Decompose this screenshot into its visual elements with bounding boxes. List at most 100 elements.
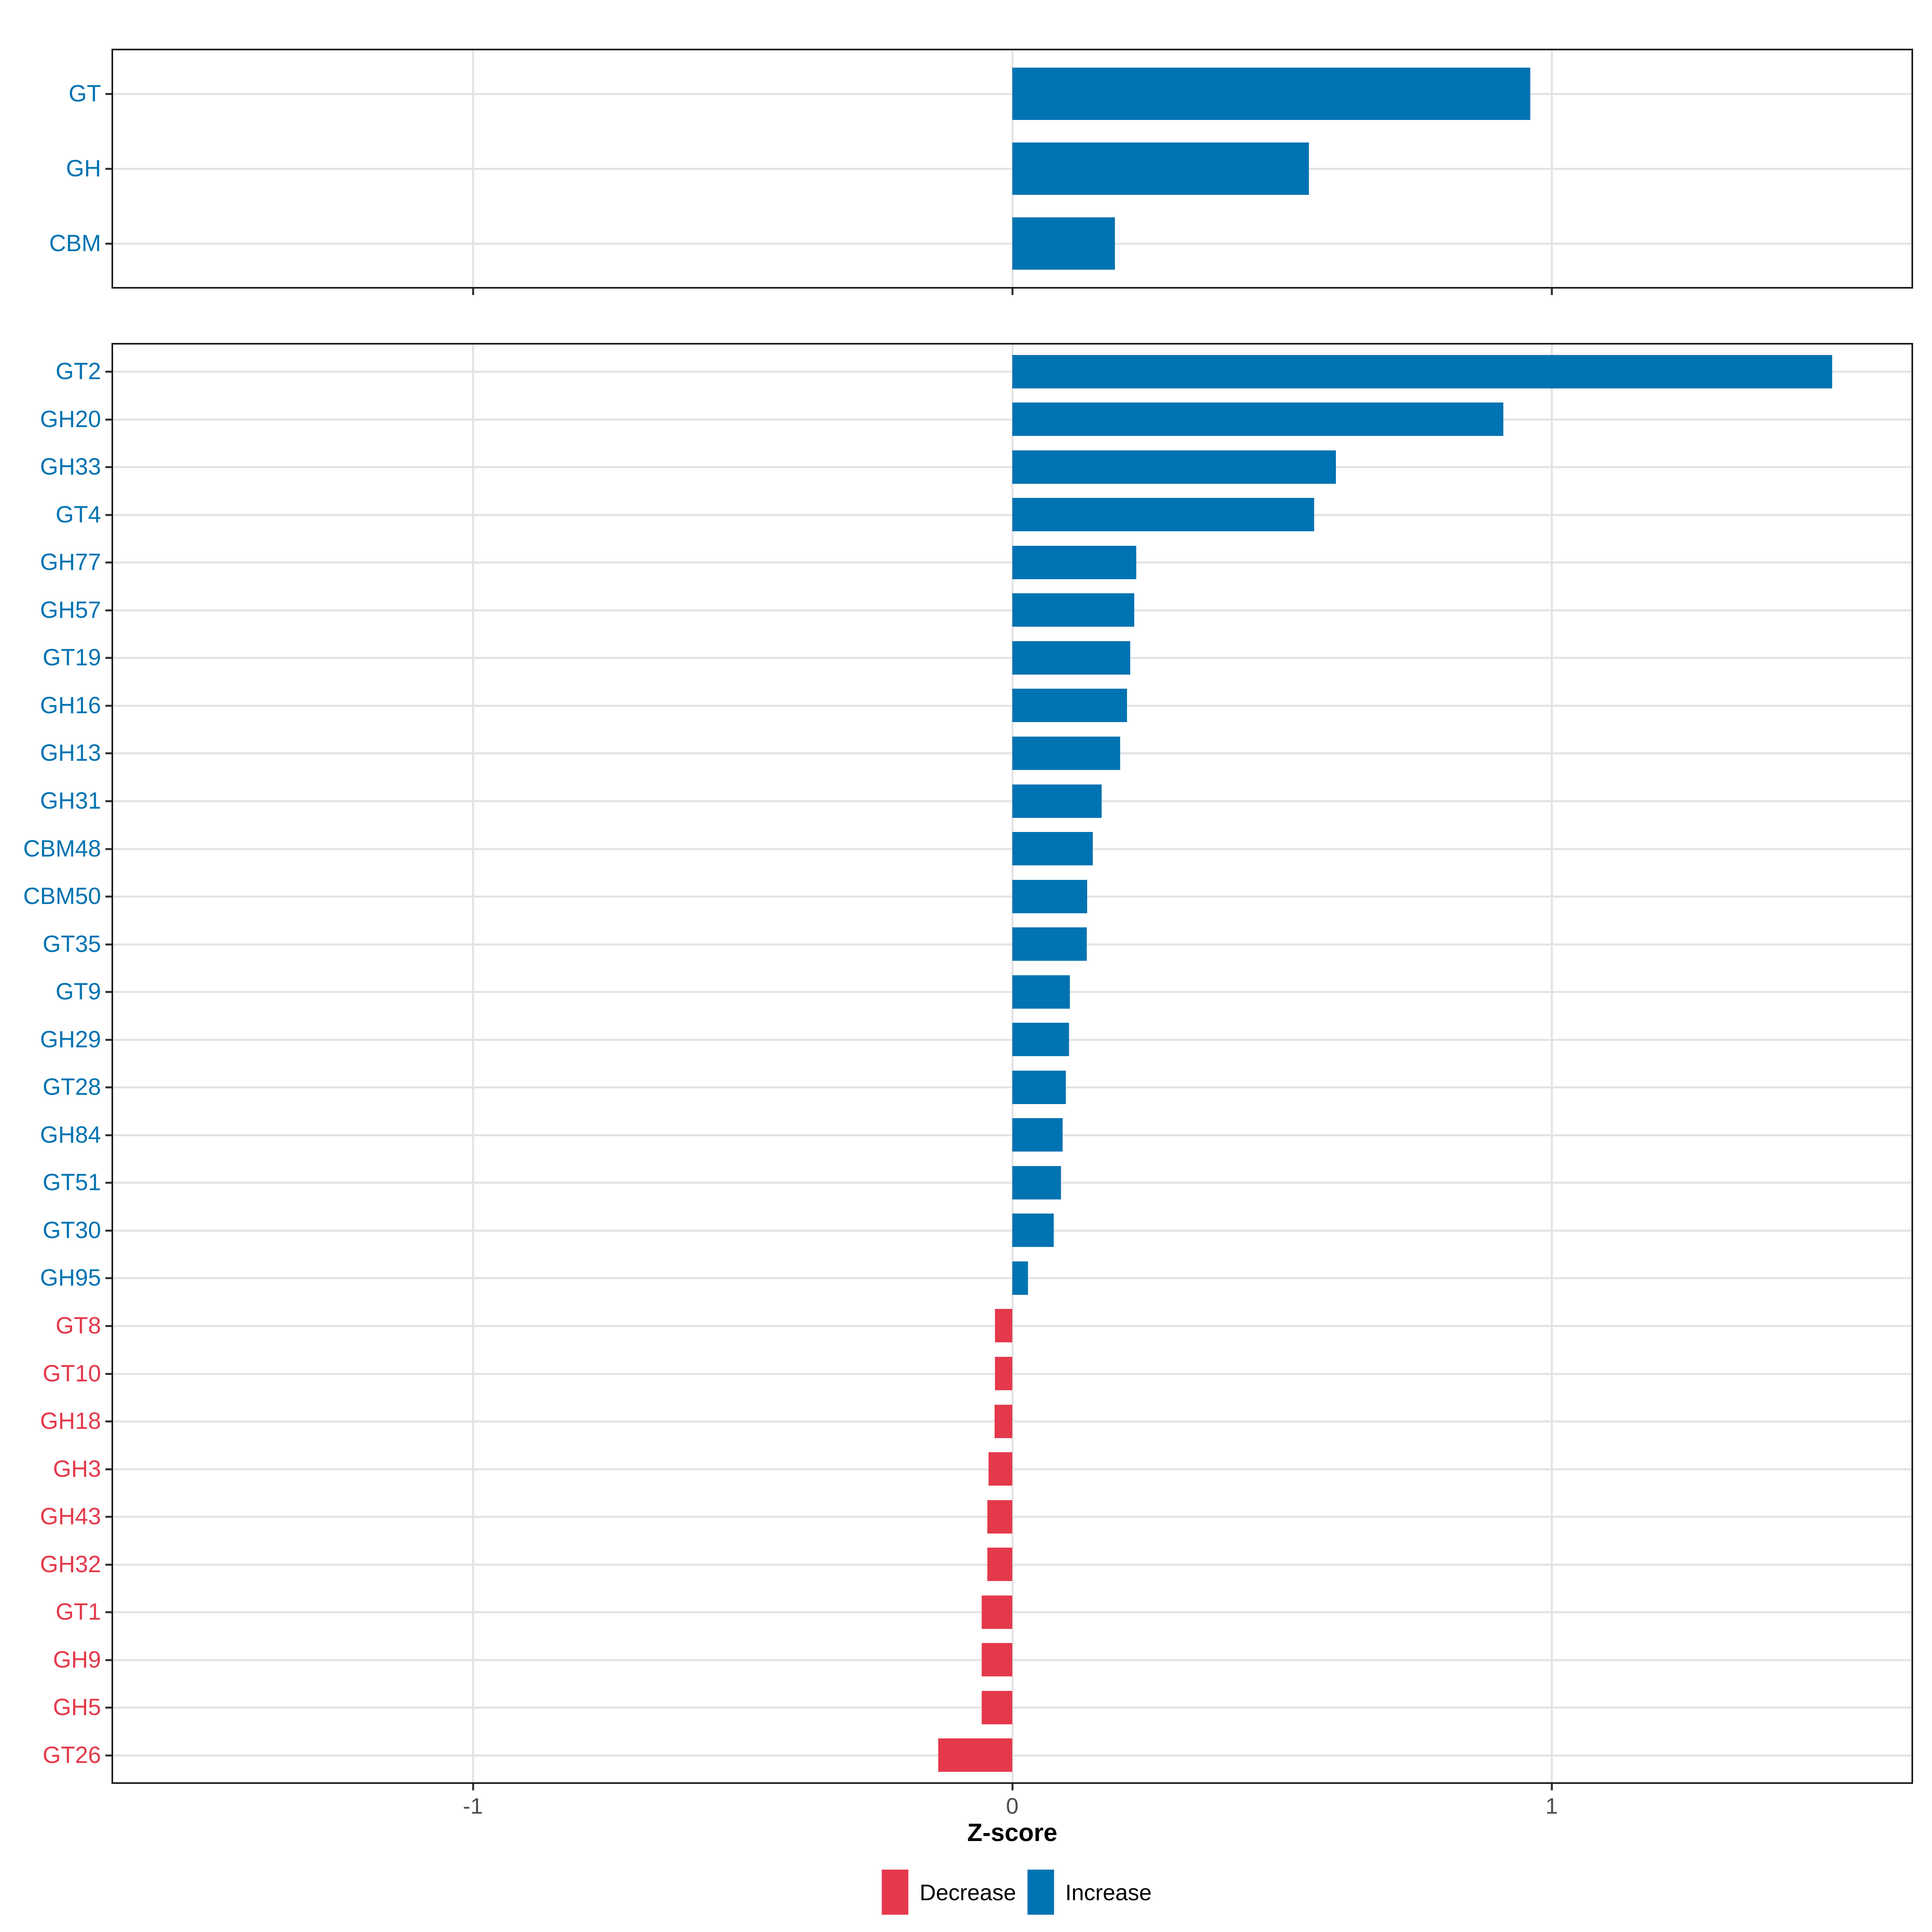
row-label-GH5: GH5 [53,1694,101,1721]
y-axis-tick [105,1229,111,1232]
bar-GH13 [1012,737,1121,770]
row-label-GH20: GH20 [40,406,101,432]
bar-GT28 [1012,1071,1066,1104]
row-label-GH13: GH13 [40,740,101,766]
x-axis-tick [1551,1784,1553,1790]
row-label-GT19: GT19 [42,644,101,671]
x-axis-title: Z-score [967,1819,1057,1847]
bar-GT35 [1012,927,1087,961]
y-axis-tick [105,848,111,850]
row-label-GT: GT [68,80,101,107]
y-axis-tick [105,943,111,945]
y-axis-tick [105,93,111,95]
y-axis-tick [105,243,111,245]
bar-GH57 [1012,593,1134,627]
y-axis-tick [105,1038,111,1041]
bar-GT26 [938,1738,1012,1772]
bar-CBM [1012,217,1115,270]
y-axis-tick [105,1420,111,1423]
gridline-horizontal [113,1659,1911,1661]
row-label-GH16: GH16 [40,692,101,718]
gridline-horizontal [113,1516,1911,1518]
row-label-GT35: GT35 [42,931,101,957]
row-label-GH3: GH3 [53,1455,101,1482]
gridline-horizontal [113,1611,1911,1614]
bar-GT8 [995,1309,1012,1342]
bar-GT1 [981,1596,1012,1629]
bar-GT9 [1012,975,1070,1009]
x-axis-tick-label: -1 [462,1793,483,1818]
row-label-GH43: GH43 [40,1503,101,1530]
bar-GH16 [1012,689,1127,722]
row-label-GH29: GH29 [40,1026,101,1053]
bar-GT10 [995,1357,1012,1390]
y-axis-tick [105,609,111,611]
y-axis-tick [105,1325,111,1327]
bar-GH32 [987,1548,1012,1581]
y-axis-tick [105,371,111,373]
bar-GH9 [981,1643,1012,1676]
y-axis-tick [105,1707,111,1709]
gridline-horizontal [113,1325,1911,1327]
decrease-swatch-icon [881,1870,908,1915]
row-label-GT4: GT4 [56,501,101,528]
y-axis-tick [105,800,111,802]
bar-GH43 [987,1500,1012,1534]
row-label-GT28: GT28 [42,1074,101,1100]
y-axis-tick [105,1086,111,1089]
bar-GH84 [1012,1118,1063,1152]
row-label-GT26: GT26 [42,1742,101,1768]
legend-label-increase: Increase [1065,1879,1152,1905]
row-label-GT8: GT8 [56,1312,101,1339]
y-axis-tick [105,168,111,170]
y-axis-tick [105,1182,111,1184]
y-axis-tick [105,704,111,707]
y-axis-tick [105,514,111,516]
x-axis-tick [1011,1784,1013,1790]
row-label-GT30: GT30 [42,1217,101,1243]
row-label-GH32: GH32 [40,1551,101,1577]
x-axis-tick [1011,289,1013,295]
row-label-GH31: GH31 [40,788,101,814]
row-label-GH77: GH77 [40,549,101,576]
row-label-GH18: GH18 [40,1408,101,1435]
y-axis-tick [105,1659,111,1661]
y-axis-tick [105,1754,111,1757]
bar-GH [1012,142,1309,195]
x-axis-tick [1551,289,1553,295]
increase-swatch-icon [1027,1870,1054,1915]
row-label-GT9: GT9 [56,978,101,1005]
legend-item-decrease: Decrease [881,1870,1016,1915]
legend-item-increase: Increase [1027,1870,1152,1915]
row-label-GT51: GT51 [42,1169,101,1196]
row-label-GH: GH [66,155,101,182]
row-label-GH95: GH95 [40,1265,101,1291]
y-axis-tick [105,466,111,469]
y-axis-tick [105,1563,111,1566]
gridline-horizontal [113,1563,1911,1566]
y-axis-tick [105,1611,111,1614]
x-axis-tick-label: 0 [1006,1793,1019,1818]
bar-GT30 [1012,1214,1054,1247]
y-axis-tick [105,896,111,898]
legend-label-decrease: Decrease [919,1879,1016,1905]
x-axis-tick-label: 1 [1545,1793,1558,1818]
bar-GH33 [1012,450,1336,484]
row-label-CBM: CBM [49,230,101,257]
gridline-horizontal [113,1754,1911,1757]
bar-GH5 [981,1691,1012,1724]
bar-GT4 [1012,498,1315,531]
row-label-CBM48: CBM48 [23,835,101,862]
y-axis-tick [105,1468,111,1470]
y-axis-tick [105,418,111,421]
y-axis-tick [105,752,111,755]
row-label-GH84: GH84 [40,1121,101,1148]
bar-GH18 [994,1405,1012,1438]
bar-GH29 [1012,1023,1069,1056]
gridline-horizontal [113,1707,1911,1709]
bar-GT19 [1012,641,1131,675]
row-label-GH9: GH9 [53,1646,101,1673]
y-axis-tick [105,991,111,993]
bar-GH95 [1012,1261,1028,1295]
bar-GH20 [1012,402,1503,436]
